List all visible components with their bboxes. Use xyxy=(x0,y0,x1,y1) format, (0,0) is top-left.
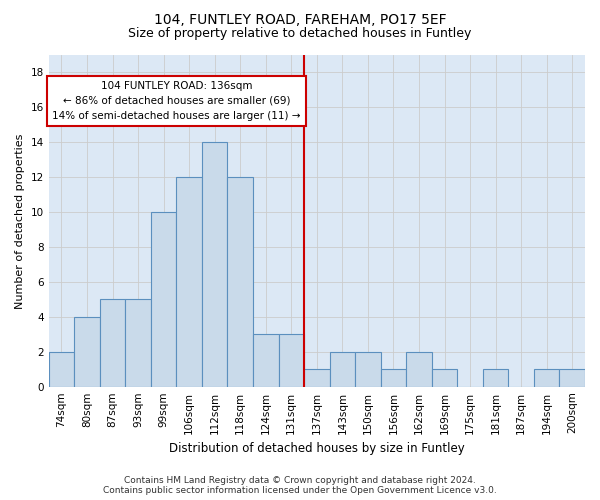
Text: 104, FUNTLEY ROAD, FAREHAM, PO17 5EF: 104, FUNTLEY ROAD, FAREHAM, PO17 5EF xyxy=(154,12,446,26)
Bar xyxy=(559,369,585,386)
Bar xyxy=(355,352,380,386)
Text: 104 FUNTLEY ROAD: 136sqm
← 86% of detached houses are smaller (69)
14% of semi-d: 104 FUNTLEY ROAD: 136sqm ← 86% of detach… xyxy=(52,81,301,121)
Bar xyxy=(278,334,304,386)
Bar xyxy=(202,142,227,386)
Bar xyxy=(406,352,432,386)
Bar xyxy=(151,212,176,386)
Bar xyxy=(253,334,278,386)
Text: Contains HM Land Registry data © Crown copyright and database right 2024.
Contai: Contains HM Land Registry data © Crown c… xyxy=(103,476,497,495)
Bar xyxy=(380,369,406,386)
Bar xyxy=(483,369,508,386)
Bar xyxy=(304,369,329,386)
Bar xyxy=(125,300,151,386)
Bar xyxy=(432,369,457,386)
Bar xyxy=(329,352,355,386)
Text: Size of property relative to detached houses in Funtley: Size of property relative to detached ho… xyxy=(128,28,472,40)
Bar xyxy=(227,177,253,386)
Y-axis label: Number of detached properties: Number of detached properties xyxy=(15,133,25,308)
Bar xyxy=(534,369,559,386)
X-axis label: Distribution of detached houses by size in Funtley: Distribution of detached houses by size … xyxy=(169,442,465,455)
Bar xyxy=(74,317,100,386)
Bar xyxy=(176,177,202,386)
Bar xyxy=(49,352,74,386)
Bar xyxy=(100,300,125,386)
